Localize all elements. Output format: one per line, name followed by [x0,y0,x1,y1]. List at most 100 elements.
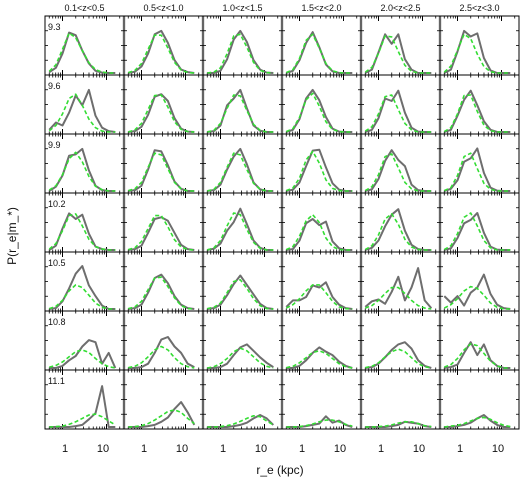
panel-frame [439,133,520,194]
column-title: 0.5<z<1.0 [143,3,183,13]
observed-curve [285,31,353,74]
column-title: 1.0<z<1.5 [222,3,262,13]
x-tick-label: 1 [141,443,147,455]
row-label: 11.1 [48,376,65,386]
column-title: 2.0<z<2.5 [380,3,420,13]
model-curve [207,33,274,74]
panel-frame [281,133,362,194]
model-curve [48,32,116,74]
model-curve [364,35,432,74]
model-curve [207,347,274,369]
column-titles: 0.1<z<0.5 0.5<z<1.0 1.0<z<1.5 1.5<z<2.0 … [64,3,499,13]
observed-curve [286,218,353,251]
x-tick-labels: 1 10 1 10 1 10 1 10 1 10 1 10 [62,443,504,455]
model-curve [444,416,511,428]
model-curve [286,349,353,369]
observed-curve [207,414,275,428]
observed-curve [128,216,195,251]
row-label: 9.9 [48,140,61,150]
observed-curve [48,31,116,74]
x-tick-label: 10 [334,443,346,455]
observed-curve [207,207,274,251]
observed-curve [286,415,353,428]
panel-frame [202,15,283,76]
row-label: 9.6 [48,81,61,91]
model-curve [128,408,195,428]
x-tick-label: 10 [492,443,504,455]
observed-curve [49,385,116,428]
model-curve [286,419,353,428]
observed-curve [128,336,195,369]
x-tick-label: 10 [255,443,267,455]
panel-frame [123,133,204,194]
row-label: 9.3 [48,22,61,32]
model-curve [128,94,195,133]
panel-frame [123,310,204,371]
observed-curve [285,88,353,133]
observed-curve [286,346,353,369]
observed-curve [365,149,432,192]
model-curve [48,213,116,251]
model-curve [444,343,511,369]
x-tick-label: 1 [220,443,226,455]
observed-curve [286,148,353,192]
model-curve [207,94,274,133]
panel-frame [360,369,441,430]
model-curve [443,33,511,74]
observed-curve [128,149,195,192]
observed-curve [207,29,274,74]
observed-curve [364,267,433,309]
x-tick-label: 1 [299,443,305,455]
model-curve [285,284,353,310]
panel-frame [281,192,362,253]
observed-curve [443,29,511,74]
panel-grid [44,15,520,430]
model-curve [285,213,353,251]
observed-curve [444,212,511,251]
model-curve [443,212,511,251]
row-label: 10.2 [48,199,66,209]
model-curve [48,93,116,133]
model-curve [364,213,432,251]
column-title: 1.5<z<2.0 [301,3,341,13]
column-title: 0.1<z<0.5 [64,3,104,13]
observed-curve [364,33,432,74]
row-label: 10.5 [48,258,66,268]
observed-curve [365,341,432,369]
x-tick-label: 10 [97,443,109,455]
model-curve [365,420,432,428]
panel-frame [123,74,204,135]
model-curve [286,150,353,192]
panel-frame [123,15,204,76]
model-curve [207,414,274,428]
model-curve [443,94,511,133]
row-labels: 9.3 9.6 9.9 10.2 10.5 10.8 11.1 [48,22,66,386]
column-title: 2.5<z<3.0 [459,3,499,13]
panel-frame [202,133,283,194]
observed-curve [48,212,116,251]
observed-curve [48,147,116,192]
observed-curve [207,343,274,369]
model-curve [364,94,432,133]
panel-frame [439,310,520,371]
x-tick-label: 1 [457,443,463,455]
observed-curve [364,208,432,251]
x-tick-label: 10 [413,443,425,455]
observed-curve [285,281,353,310]
observed-curve [443,273,511,310]
x-tick-label: 1 [62,443,68,455]
panel-frame [439,369,520,430]
observed-curve [128,273,195,310]
panel-frame [281,310,362,371]
row-label: 10.8 [48,317,66,327]
panel-frame [360,310,441,371]
y-axis-label: P(r_e|m_*) [5,207,19,265]
model-curve [365,286,432,310]
model-curve [128,345,195,369]
model-curve [128,214,195,251]
model-curve [128,34,195,74]
panel-frame [281,15,362,76]
model-curve [128,276,195,310]
panel-frame [202,74,283,135]
